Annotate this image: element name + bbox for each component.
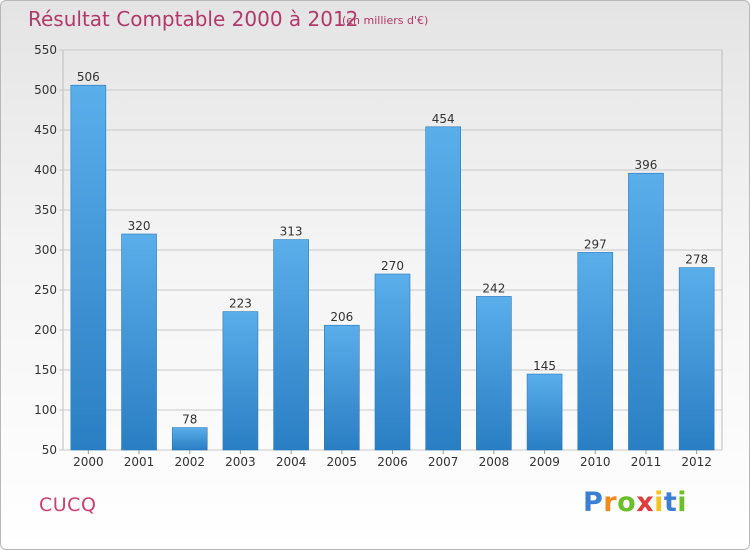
x-tick-label: 2001 <box>124 455 155 469</box>
logo-letter: P <box>583 487 604 518</box>
y-tick-label: 150 <box>34 363 57 377</box>
x-tick-label: 2012 <box>681 455 712 469</box>
value-label: 242 <box>482 281 505 295</box>
value-label: 206 <box>330 310 353 324</box>
bar <box>171 427 208 451</box>
logo-letter: x <box>636 487 655 518</box>
x-tick-label: 2011 <box>631 455 662 469</box>
bar <box>476 296 512 451</box>
x-tick-label: 2002 <box>174 455 205 469</box>
value-label: 320 <box>128 219 151 233</box>
x-tick-label: 2008 <box>479 455 510 469</box>
x-tick-label: 2000 <box>73 455 104 469</box>
y-tick-label: 250 <box>34 283 57 297</box>
label-layer: 50 100 150 200 250 300 350 400 450 500 550 506 2000 3… <box>34 43 712 469</box>
y-tick-label: 200 <box>34 323 57 337</box>
value-label: 278 <box>685 253 708 267</box>
y-tick-label: 500 <box>34 83 57 97</box>
value-label: 506 <box>77 70 100 84</box>
bar <box>526 373 563 451</box>
x-tick-label: 2006 <box>377 455 408 469</box>
y-tick-label: 350 <box>34 203 57 217</box>
x-tick-label: 2010 <box>580 455 611 469</box>
logo-letter: i <box>677 487 688 518</box>
bar <box>425 126 461 451</box>
bar <box>70 84 107 451</box>
x-tick-label: 2009 <box>529 455 560 469</box>
x-tick-label: 2005 <box>327 455 358 469</box>
value-label: 313 <box>280 225 303 239</box>
x-tick-label: 2003 <box>225 455 256 469</box>
y-tick-label: 450 <box>34 123 57 137</box>
bar <box>678 267 715 451</box>
y-tick-label: 50 <box>42 443 57 457</box>
bar <box>273 239 309 451</box>
logo-letter: r <box>603 487 618 518</box>
place-name: CUCQ <box>39 494 97 516</box>
x-tick-label: 2004 <box>276 455 307 469</box>
bar <box>121 233 157 451</box>
value-label: 145 <box>533 359 556 373</box>
logo-letter: t <box>663 487 678 518</box>
bar <box>577 252 614 451</box>
y-tick-label: 100 <box>34 403 57 417</box>
chart-title: Résultat Comptable 2000 à 2012 <box>28 7 359 31</box>
y-tick-label: 300 <box>34 243 57 257</box>
proxiti-logo: Proxiti <box>583 487 687 518</box>
x-tick-label: 2007 <box>428 455 459 469</box>
value-label: 454 <box>432 112 455 126</box>
logo-letter: o <box>617 487 637 518</box>
value-label: 297 <box>584 237 607 251</box>
bar <box>628 172 664 451</box>
value-label: 223 <box>229 297 252 311</box>
y-tick-label: 400 <box>34 163 57 177</box>
bar <box>222 311 259 451</box>
bar <box>374 273 411 451</box>
value-label: 78 <box>182 413 197 427</box>
bar <box>324 324 360 451</box>
logo-letter: i <box>654 487 664 518</box>
value-label: 270 <box>381 259 404 273</box>
chart-subtitle: (en milliers d'€) <box>342 14 429 27</box>
value-label: 396 <box>635 158 658 172</box>
y-tick-label: 550 <box>34 43 57 57</box>
bar-layer <box>70 84 715 451</box>
